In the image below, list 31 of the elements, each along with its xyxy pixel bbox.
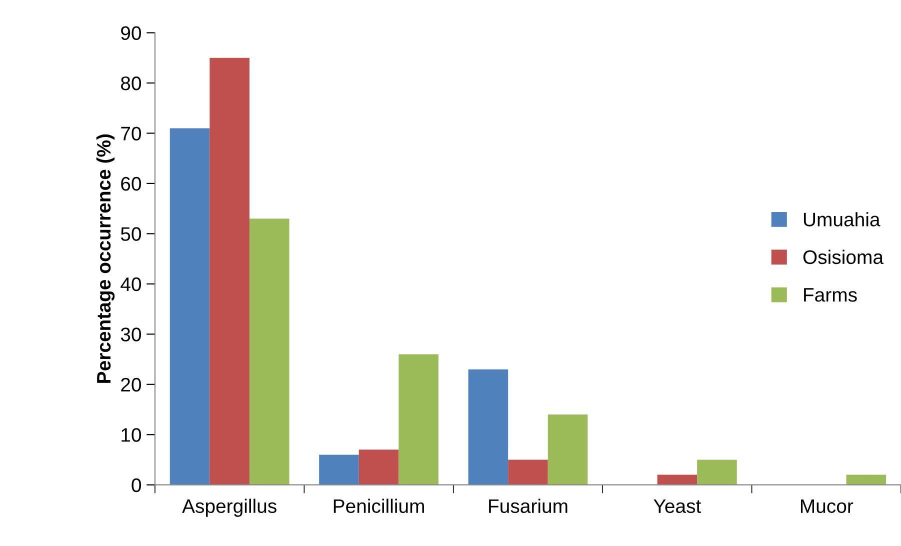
y-tick-label: 30 xyxy=(120,328,142,342)
y-tick-label: 50 xyxy=(120,227,142,241)
y-axis-title: Percentage occurrence (%) xyxy=(96,134,115,383)
bar xyxy=(548,414,588,485)
x-tick-label: Aspergillus xyxy=(182,498,276,517)
y-tick-label: 60 xyxy=(121,176,142,191)
bar xyxy=(398,354,438,485)
bar xyxy=(657,474,698,485)
legend-label: Umuahia xyxy=(804,212,880,226)
x-tick-label: Mucor xyxy=(800,499,854,514)
y-tick-label: 10 xyxy=(122,428,142,442)
y-tick-label: 20 xyxy=(121,378,142,392)
bar xyxy=(319,454,359,485)
bar xyxy=(846,474,886,485)
legend-label: Farms xyxy=(804,288,857,302)
y-tick-label: 70 xyxy=(121,126,142,140)
bar xyxy=(697,460,737,485)
bar xyxy=(468,369,508,485)
bar xyxy=(358,450,399,485)
y-tick-label: 80 xyxy=(120,76,142,90)
x-tick-label: Fusarium xyxy=(489,498,568,514)
bar xyxy=(210,58,250,485)
x-tick-label: Yeast xyxy=(654,499,702,514)
bar xyxy=(249,218,290,485)
y-tick-label: 90 xyxy=(121,26,142,40)
bar xyxy=(508,460,548,485)
x-tick-label: Penicillium xyxy=(334,498,424,514)
y-tick-label: 40 xyxy=(120,277,142,292)
y-tick-label: 0 xyxy=(132,478,142,492)
bar xyxy=(170,128,210,485)
legend-label: Osisioma xyxy=(803,250,884,264)
